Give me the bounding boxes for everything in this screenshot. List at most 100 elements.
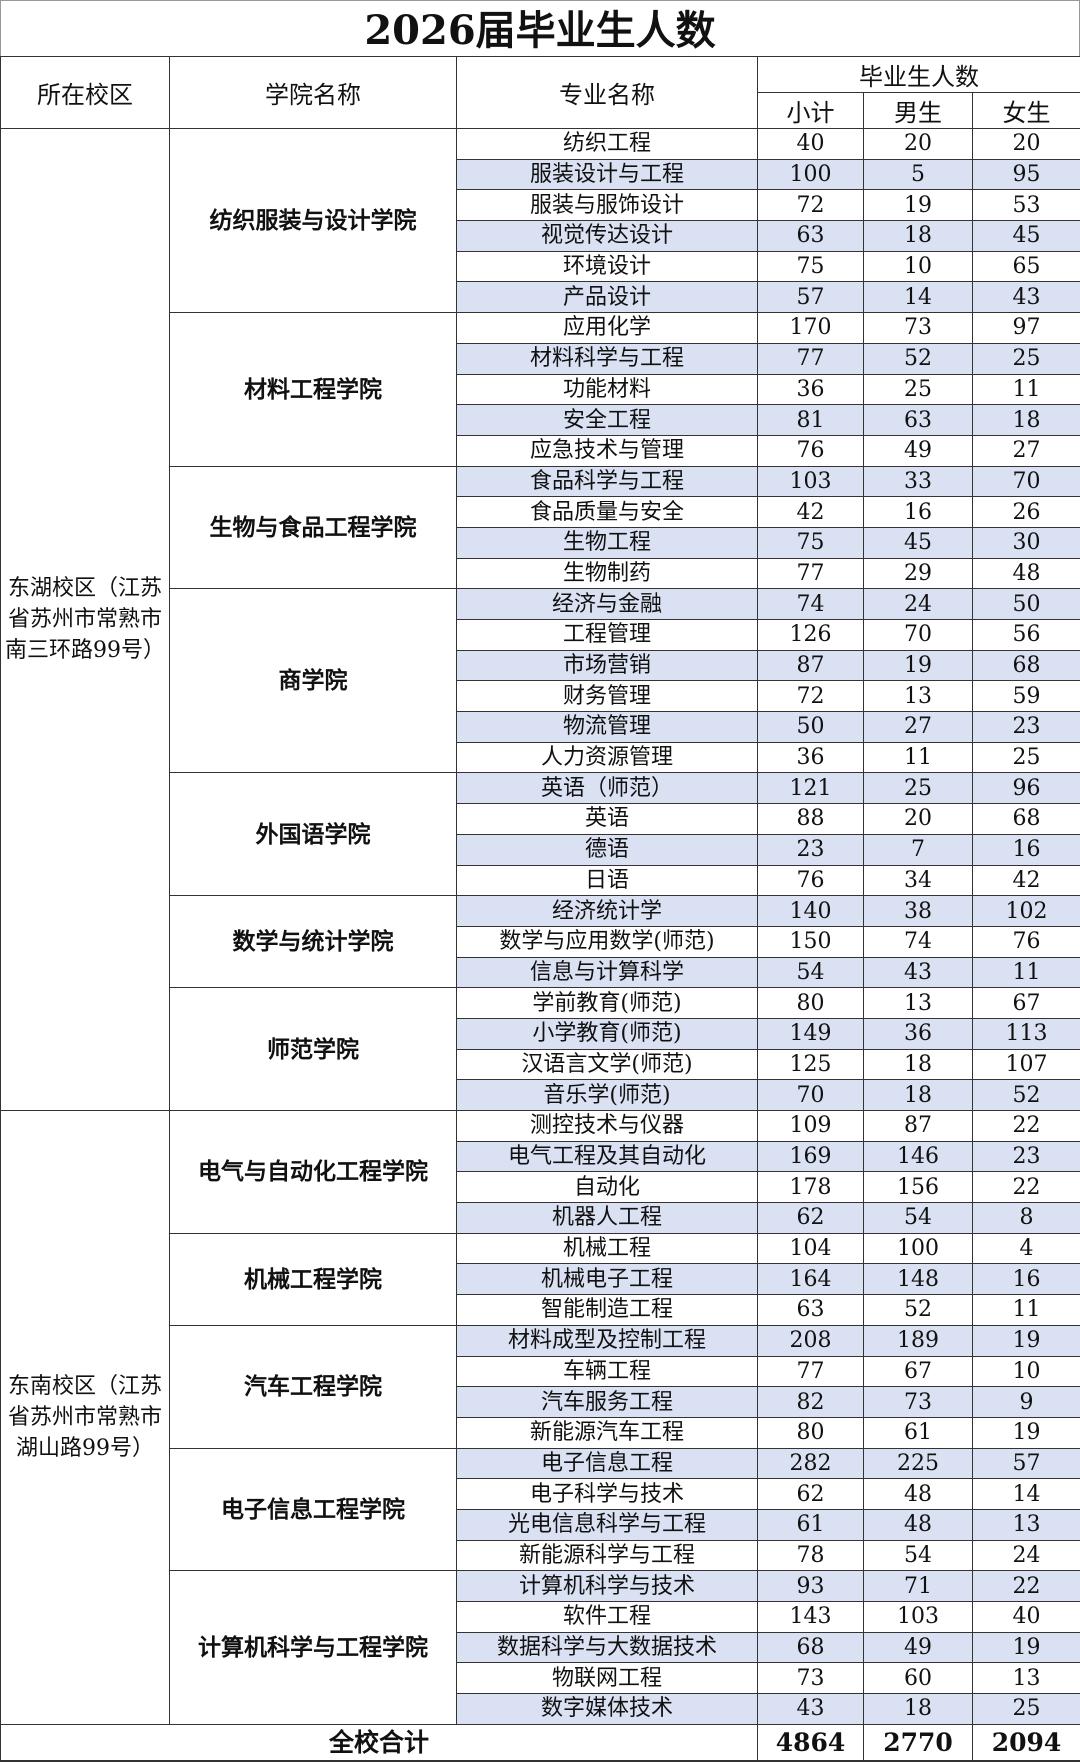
female-cell: 50 (973, 589, 1080, 620)
major-cell: 机械电子工程 (457, 1264, 758, 1295)
male-cell: 189 (864, 1325, 973, 1356)
subtotal-cell: 63 (758, 221, 864, 252)
male-cell: 71 (864, 1571, 973, 1602)
subtotal-cell: 169 (758, 1141, 864, 1172)
college-cell: 电气与自动化工程学院 (170, 1111, 457, 1234)
major-cell: 应急技术与管理 (457, 435, 758, 466)
subtotal-cell: 140 (758, 896, 864, 927)
female-cell: 23 (973, 1141, 1080, 1172)
major-cell: 材料成型及控制工程 (457, 1325, 758, 1356)
major-cell: 视觉传达设计 (457, 221, 758, 252)
major-cell: 测控技术与仪器 (457, 1111, 758, 1142)
major-cell: 安全工程 (457, 405, 758, 436)
subtotal-cell: 72 (758, 190, 864, 221)
male-cell: 25 (864, 374, 973, 405)
male-cell: 225 (864, 1448, 973, 1479)
male-cell: 52 (864, 1295, 973, 1326)
male-cell: 61 (864, 1417, 973, 1448)
major-cell: 汉语言文学(师范) (457, 1049, 758, 1080)
college-cell: 数学与统计学院 (170, 896, 457, 988)
major-cell: 产品设计 (457, 282, 758, 313)
major-cell: 智能制造工程 (457, 1295, 758, 1326)
female-cell: 22 (973, 1111, 1080, 1142)
male-cell: 20 (864, 804, 973, 835)
female-cell: 22 (973, 1172, 1080, 1203)
male-cell: 5 (864, 159, 973, 190)
college-cell: 外国语学院 (170, 773, 457, 896)
subtotal-cell: 87 (758, 650, 864, 681)
subtotal-cell: 82 (758, 1387, 864, 1418)
subtotal-cell: 62 (758, 1203, 864, 1234)
male-cell: 54 (864, 1540, 973, 1571)
major-cell: 光电信息科学与工程 (457, 1509, 758, 1540)
total-row: 全校合计 4864 2770 2094 (1, 1724, 1080, 1761)
major-cell: 电子科学与技术 (457, 1479, 758, 1510)
subtotal-cell: 208 (758, 1325, 864, 1356)
major-cell: 食品质量与安全 (457, 497, 758, 528)
female-cell: 9 (973, 1387, 1080, 1418)
female-cell: 53 (973, 190, 1080, 221)
male-cell: 11 (864, 742, 973, 773)
major-cell: 电气工程及其自动化 (457, 1141, 758, 1172)
subtotal-cell: 80 (758, 988, 864, 1019)
major-cell: 经济与金融 (457, 589, 758, 620)
graduates-table: 所在校区 学院名称 专业名称 毕业生人数 小计 男生 女生 东湖校区（江苏省苏州… (0, 56, 1080, 1762)
male-cell: 18 (864, 1694, 973, 1725)
male-cell: 7 (864, 834, 973, 865)
subtotal-cell: 103 (758, 466, 864, 497)
major-cell: 工程管理 (457, 620, 758, 651)
major-cell: 生物制药 (457, 558, 758, 589)
total-male: 2770 (864, 1724, 973, 1761)
female-cell: 45 (973, 221, 1080, 252)
subtotal-cell: 75 (758, 251, 864, 282)
female-cell: 27 (973, 435, 1080, 466)
major-cell: 车辆工程 (457, 1356, 758, 1387)
subtotal-cell: 43 (758, 1694, 864, 1725)
female-cell: 68 (973, 804, 1080, 835)
male-cell: 25 (864, 773, 973, 804)
major-cell: 软件工程 (457, 1602, 758, 1633)
male-cell: 156 (864, 1172, 973, 1203)
major-cell: 经济统计学 (457, 896, 758, 927)
subtotal-cell: 80 (758, 1417, 864, 1448)
subtotal-cell: 282 (758, 1448, 864, 1479)
college-cell: 机械工程学院 (170, 1233, 457, 1325)
male-cell: 13 (864, 988, 973, 1019)
female-cell: 25 (973, 1694, 1080, 1725)
female-cell: 25 (973, 742, 1080, 773)
header-campus: 所在校区 (1, 57, 170, 129)
subtotal-cell: 73 (758, 1663, 864, 1694)
male-cell: 18 (864, 221, 973, 252)
male-cell: 10 (864, 251, 973, 282)
major-cell: 新能源科学与工程 (457, 1540, 758, 1571)
subtotal-cell: 121 (758, 773, 864, 804)
female-cell: 65 (973, 251, 1080, 282)
male-cell: 100 (864, 1233, 973, 1264)
subtotal-cell: 93 (758, 1571, 864, 1602)
subtotal-cell: 70 (758, 1080, 864, 1111)
subtotal-cell: 109 (758, 1111, 864, 1142)
male-cell: 148 (864, 1264, 973, 1295)
major-cell: 数字媒体技术 (457, 1694, 758, 1725)
major-cell: 计算机科学与技术 (457, 1571, 758, 1602)
subtotal-cell: 104 (758, 1233, 864, 1264)
female-cell: 26 (973, 497, 1080, 528)
campus-cell: 东南校区（江苏省苏州市常熟市湖山路99号） (1, 1111, 170, 1725)
major-cell: 自动化 (457, 1172, 758, 1203)
male-cell: 87 (864, 1111, 973, 1142)
male-cell: 60 (864, 1663, 973, 1694)
female-cell: 48 (973, 558, 1080, 589)
subtotal-cell: 150 (758, 926, 864, 957)
subtotal-cell: 57 (758, 282, 864, 313)
female-cell: 4 (973, 1233, 1080, 1264)
female-cell: 16 (973, 834, 1080, 865)
header-female: 女生 (973, 93, 1080, 129)
major-cell: 小学教育(师范) (457, 1018, 758, 1049)
page-title: 2026届毕业生人数 (0, 0, 1080, 56)
male-cell: 20 (864, 129, 973, 160)
subtotal-cell: 81 (758, 405, 864, 436)
male-cell: 14 (864, 282, 973, 313)
female-cell: 11 (973, 1295, 1080, 1326)
